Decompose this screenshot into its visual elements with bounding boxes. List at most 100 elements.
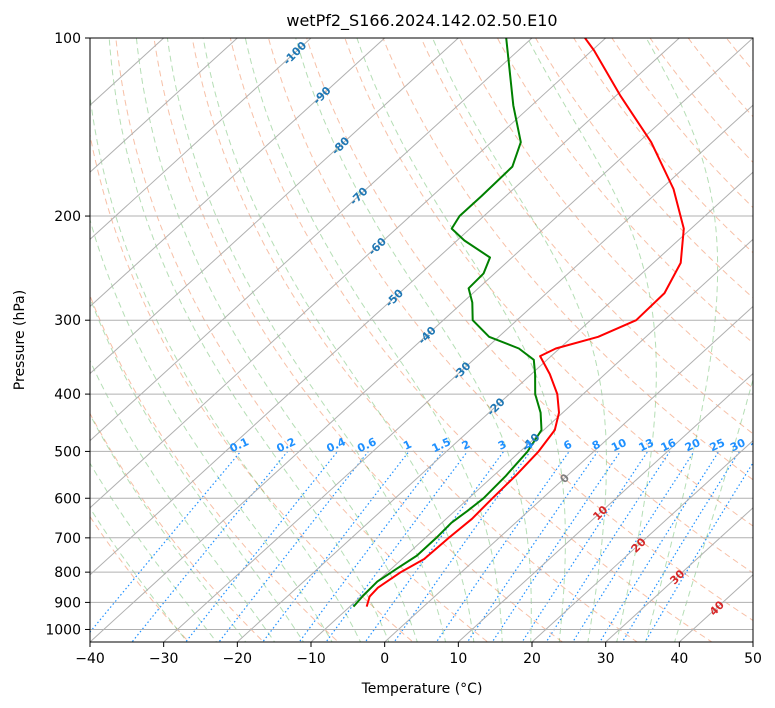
mixing-ratio-label: 20 — [683, 436, 703, 454]
mixing-ratio-label: 13 — [637, 436, 656, 454]
dry-adiabat — [649, 38, 753, 164]
moist-adiabat — [90, 296, 305, 642]
y-tick-label: 900 — [54, 595, 81, 611]
x-tick-label: 10 — [449, 651, 467, 667]
isotherm-line — [90, 38, 459, 375]
moist-adiabat — [108, 38, 390, 642]
dry-adiabat — [687, 38, 753, 118]
moist-adiabat — [244, 38, 503, 642]
isotherm-line — [90, 38, 680, 576]
dry-adiabat — [420, 38, 753, 435]
mixing-ratio-label: 0.4 — [325, 435, 348, 455]
x-tick-label: 30 — [597, 651, 615, 667]
y-tick-label: 100 — [54, 31, 81, 47]
moist-adiabat — [356, 38, 566, 642]
mixing-ratio-label: 1.5 — [430, 435, 453, 455]
dry-adiabat — [344, 38, 753, 527]
dry-adiabat — [496, 38, 753, 344]
chart-title: wetPf2_S166.2024.142.02.50.E10 — [286, 11, 557, 31]
dry-adiabat — [153, 38, 564, 642]
moist-adiabat — [166, 38, 447, 642]
dry-adiabat — [267, 38, 753, 622]
x-tick-label: 20 — [523, 651, 541, 667]
dry-adiabat — [90, 132, 414, 642]
moist-adiabat — [90, 359, 276, 642]
plot-frame — [89, 37, 754, 643]
x-tick-label: 50 — [744, 651, 762, 667]
mixing-ratio-line — [491, 451, 621, 642]
y-tick-label: 300 — [54, 313, 81, 329]
moist-adiabat — [90, 413, 247, 642]
dry-adiabat — [229, 38, 713, 642]
y-tick-label: 400 — [54, 387, 81, 403]
mixing-ratio-label: 30 — [728, 436, 748, 454]
mixing-ratio-label: 2 — [460, 438, 472, 453]
mixing-ratio-lines — [90, 451, 753, 642]
temperature-profile — [365, 38, 685, 607]
moist-adiabat — [432, 38, 607, 642]
y-axis-label: Pressure (hPa) — [12, 290, 28, 390]
dry-adiabat — [743, 11, 775, 654]
y-tick-label: 600 — [54, 491, 81, 507]
moist-adiabat — [90, 462, 218, 642]
dry-adiabat — [535, 38, 753, 299]
isotherm-line — [90, 38, 386, 308]
mixing-ratio-label: 16 — [659, 436, 679, 454]
mixing-ratio-line — [435, 451, 570, 642]
dry-adiabat — [115, 38, 489, 642]
y-tick-label: 700 — [54, 531, 81, 547]
y-axis: 100 200 300 400 500 600 700 800 900 1000 — [45, 31, 90, 638]
dry-adiabats — [90, 11, 775, 654]
x-axis: −40 −30 −20 −10 0 10 20 30 40 50 — [75, 642, 762, 667]
dewpoint-profile — [352, 38, 543, 608]
mixing-ratio-label: 36 — [749, 436, 769, 454]
dry-adiabat — [573, 38, 753, 254]
dry-adiabat — [90, 294, 340, 642]
mixing-ratio-label: 0.1 — [228, 435, 251, 455]
mixing-ratio-line — [393, 451, 531, 642]
isotherm-line — [236, 171, 753, 642]
y-tick-label: 800 — [54, 565, 81, 581]
mixing-ratio-label: 6 — [562, 438, 575, 453]
isotherm-line — [90, 38, 312, 241]
dry-adiabat — [90, 515, 190, 642]
moist-adiabat — [90, 507, 188, 642]
profile-series — [352, 38, 685, 608]
x-tick-label: −30 — [149, 651, 179, 667]
y-tick-label: 500 — [54, 444, 81, 460]
mixing-ratio-line — [644, 461, 753, 642]
x-axis-label: Temperature (°C) — [361, 681, 483, 697]
isotherm-line — [90, 38, 753, 642]
dry-adiabat — [306, 38, 753, 574]
mixing-ratio-label: 3 — [496, 438, 508, 453]
isotherm-line — [90, 38, 533, 442]
isobar-grid — [90, 38, 753, 630]
isotherm-line — [457, 372, 753, 642]
x-tick-label: −40 — [75, 651, 105, 667]
moist-adiabat — [645, 38, 719, 642]
mixing-ratio-label: 0.2 — [275, 435, 298, 455]
mixing-ratio-labels: 0.1 0.2 0.4 0.6 1 1.5 2 3 4 6 8 10 13 16 20 25 30 36 — [228, 435, 769, 455]
mixing-ratio-line — [364, 451, 505, 642]
dry-adiabat — [382, 38, 753, 481]
mixing-ratio-line — [521, 451, 649, 642]
mixing-ratio-label: 1 — [401, 438, 413, 453]
x-tick-label: 0 — [380, 651, 389, 667]
isotherm-line — [605, 507, 753, 642]
mixing-ratio-line — [184, 451, 339, 642]
plot-area — [90, 11, 775, 654]
dry-adiabat — [90, 412, 265, 642]
dry-adiabat — [611, 38, 753, 209]
x-tick-label: −10 — [296, 651, 326, 667]
moist-adiabat — [527, 38, 657, 642]
isotherm-line — [310, 238, 753, 642]
mixing-ratio-line — [131, 451, 289, 642]
isotherm-line — [531, 439, 753, 642]
y-tick-label: 1000 — [45, 622, 81, 638]
moist-adiabats — [90, 38, 753, 642]
mixing-ratio-label: 25 — [708, 436, 727, 454]
mixing-ratio-label: 10 — [609, 436, 629, 454]
isotherm-line — [384, 305, 753, 642]
mixing-ratio-line — [262, 451, 410, 642]
